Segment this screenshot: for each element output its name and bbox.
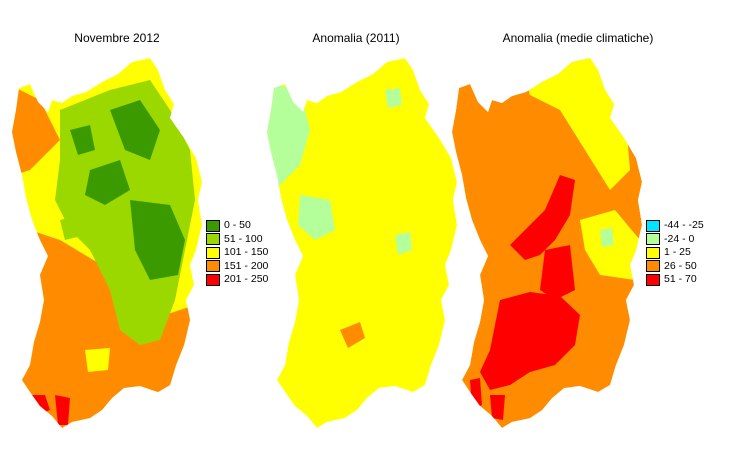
legend-swatch: [646, 246, 660, 259]
legend-item: -24 - 0: [646, 233, 704, 247]
legend-swatch: [646, 233, 660, 246]
legend-rainfall: 0 - 50 51 - 100 101 - 150 151 - 200 201 …: [206, 219, 268, 287]
map-novembre-2012: [12, 58, 202, 428]
legend-label: 26 - 50: [664, 259, 697, 272]
legend-item: 101 - 150: [206, 246, 268, 260]
legend-label: -24 - 0: [664, 232, 695, 245]
legend-anomaly: -44 - -25 -24 - 0 1 - 25 26 - 50 51 - 70: [646, 219, 704, 287]
legend-item: 51 - 100: [206, 233, 268, 247]
legend-label: 201 - 250: [224, 273, 269, 286]
legend-item: 1 - 25: [646, 246, 704, 260]
map-title-novembre: Novembre 2012: [74, 31, 160, 45]
legend-swatch: [206, 219, 220, 232]
legend-label: 0 - 50: [224, 219, 251, 232]
legend-item: 26 - 50: [646, 260, 704, 274]
legend-swatch: [646, 273, 660, 286]
legend-swatch: [646, 260, 660, 273]
legend-swatch: [206, 233, 220, 246]
legend-swatch: [206, 246, 220, 259]
legend-swatch: [646, 219, 660, 232]
legend-label: -44 - -25: [664, 219, 704, 232]
legend-item: 201 - 250: [206, 273, 268, 287]
legend-label: 151 - 200: [224, 259, 269, 272]
legend-item: 151 - 200: [206, 260, 268, 274]
legend-label: 1 - 25: [664, 246, 691, 259]
legend-label: 101 - 150: [224, 246, 269, 259]
map-title-anomalia-2011: Anomalia (2011): [312, 31, 400, 45]
legend-item: 0 - 50: [206, 219, 268, 233]
map-anomalia-2011: [267, 58, 457, 428]
legend-label: 51 - 100: [224, 232, 263, 245]
legend-swatch: [206, 260, 220, 273]
legend-label: 51 - 70: [664, 273, 697, 286]
map-title-anomalia-medie: Anomalia (medie climatiche): [502, 31, 654, 45]
legend-item: 51 - 70: [646, 273, 704, 287]
map-anomalia-medie: [452, 58, 642, 428]
legend-item: -44 - -25: [646, 219, 704, 233]
legend-swatch: [206, 273, 220, 286]
